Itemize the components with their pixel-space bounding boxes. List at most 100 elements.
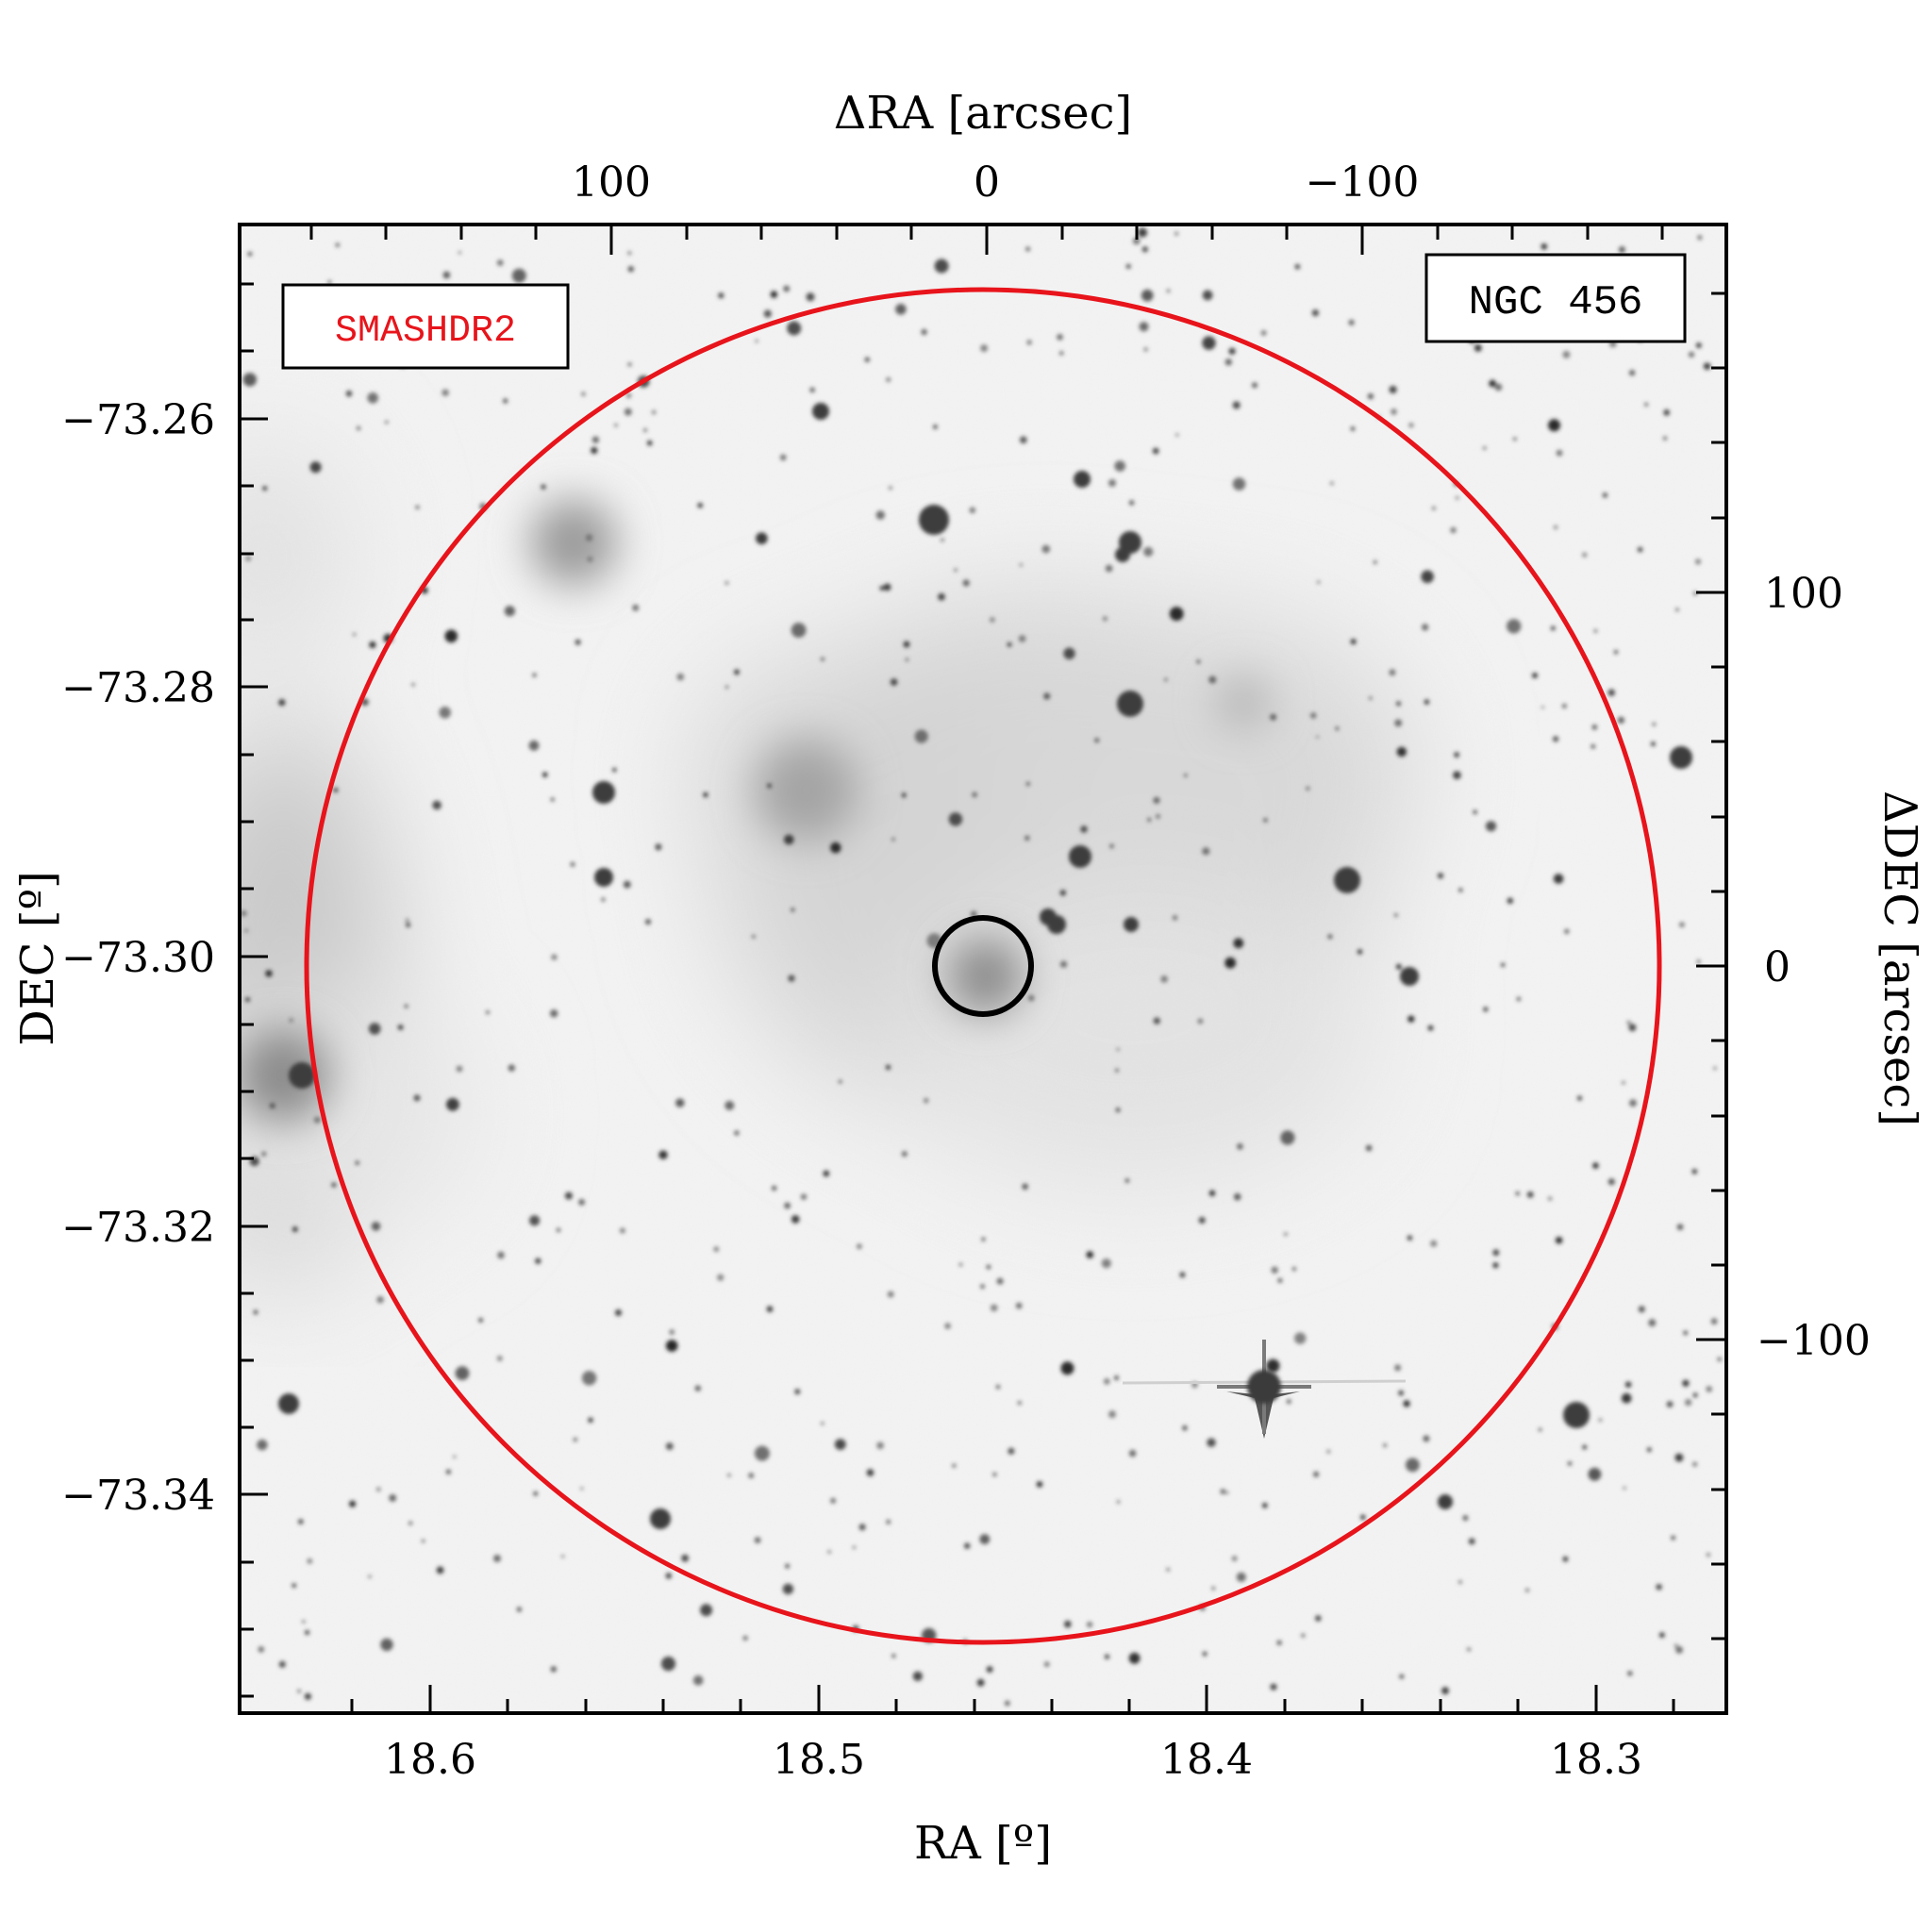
star [313, 1116, 321, 1124]
star [1108, 479, 1116, 487]
star [1403, 1400, 1410, 1407]
star [787, 321, 802, 336]
star [1286, 1399, 1291, 1405]
star [727, 1474, 731, 1477]
ra-tick-label: 18.5 [773, 1736, 865, 1784]
star [614, 424, 618, 427]
star [895, 304, 907, 315]
star [1018, 1401, 1022, 1405]
star [1059, 890, 1067, 896]
star [1532, 673, 1538, 678]
star [297, 1689, 301, 1693]
star [1313, 1471, 1319, 1477]
star [1564, 928, 1570, 934]
star [1040, 908, 1057, 925]
star [891, 837, 896, 841]
star [1357, 949, 1363, 955]
star [1367, 393, 1374, 400]
star [1143, 546, 1154, 558]
star [979, 1534, 991, 1544]
star [1458, 1580, 1462, 1584]
star [335, 242, 340, 247]
star [1556, 449, 1563, 457]
star [1407, 1015, 1415, 1023]
star [1621, 1392, 1632, 1404]
star [1492, 1249, 1500, 1257]
star [1685, 1399, 1692, 1407]
star [1697, 235, 1703, 241]
star [278, 1393, 299, 1414]
star [1102, 616, 1108, 622]
star [1679, 922, 1685, 927]
star [1710, 1318, 1718, 1324]
star [580, 1487, 584, 1491]
star [1139, 322, 1149, 332]
star [1117, 691, 1143, 717]
star [444, 629, 458, 643]
star [551, 954, 558, 960]
star [1538, 1427, 1542, 1432]
star [1713, 1066, 1717, 1070]
star [247, 252, 253, 257]
star [1087, 1622, 1093, 1628]
plot-frame [238, 223, 1728, 1715]
star [1391, 408, 1397, 415]
star [446, 1097, 459, 1111]
star [1541, 706, 1544, 709]
star [724, 685, 729, 689]
star [581, 1371, 597, 1386]
star [1553, 736, 1559, 742]
star [453, 1455, 457, 1458]
star [1408, 423, 1414, 428]
star [504, 606, 516, 617]
star [1547, 1196, 1553, 1201]
star [1025, 246, 1030, 252]
star [1637, 546, 1643, 553]
star [1593, 629, 1597, 633]
star [665, 1442, 674, 1450]
star [1568, 1461, 1572, 1466]
star [1592, 1162, 1599, 1169]
star [528, 740, 540, 751]
star [1041, 544, 1051, 554]
star [1252, 382, 1257, 389]
search-aperture-circle [304, 287, 1662, 1645]
star [1116, 1047, 1120, 1052]
star [1174, 231, 1179, 236]
star [755, 340, 758, 342]
star [713, 1246, 720, 1252]
star [1441, 1687, 1449, 1695]
star [1005, 1700, 1010, 1707]
star [1607, 689, 1615, 696]
star [1060, 1361, 1074, 1375]
star [632, 604, 640, 611]
star [647, 440, 653, 446]
survey-label-box [281, 283, 570, 370]
star [785, 1564, 790, 1569]
star [938, 592, 945, 601]
star [809, 387, 815, 392]
star [1651, 741, 1656, 746]
star [990, 617, 995, 623]
star [1467, 1647, 1471, 1652]
star [1026, 782, 1030, 786]
star [245, 997, 250, 1002]
star [742, 1636, 748, 1641]
star [901, 1151, 908, 1158]
star [1430, 1240, 1438, 1247]
star [655, 843, 662, 851]
star [1266, 1358, 1280, 1373]
star [1059, 960, 1068, 968]
delta-ra-tick-label: −100 [1306, 158, 1420, 207]
star [1627, 1671, 1633, 1676]
star [368, 1023, 381, 1035]
star [253, 1309, 258, 1315]
delta-ra-tick-label: 100 [572, 158, 651, 207]
star [1020, 436, 1027, 444]
star [1291, 1267, 1296, 1272]
star [1717, 1357, 1722, 1361]
star [261, 1151, 267, 1157]
star [1407, 1235, 1413, 1241]
right-axis-ticks [1696, 291, 1726, 1641]
star [772, 1185, 777, 1191]
